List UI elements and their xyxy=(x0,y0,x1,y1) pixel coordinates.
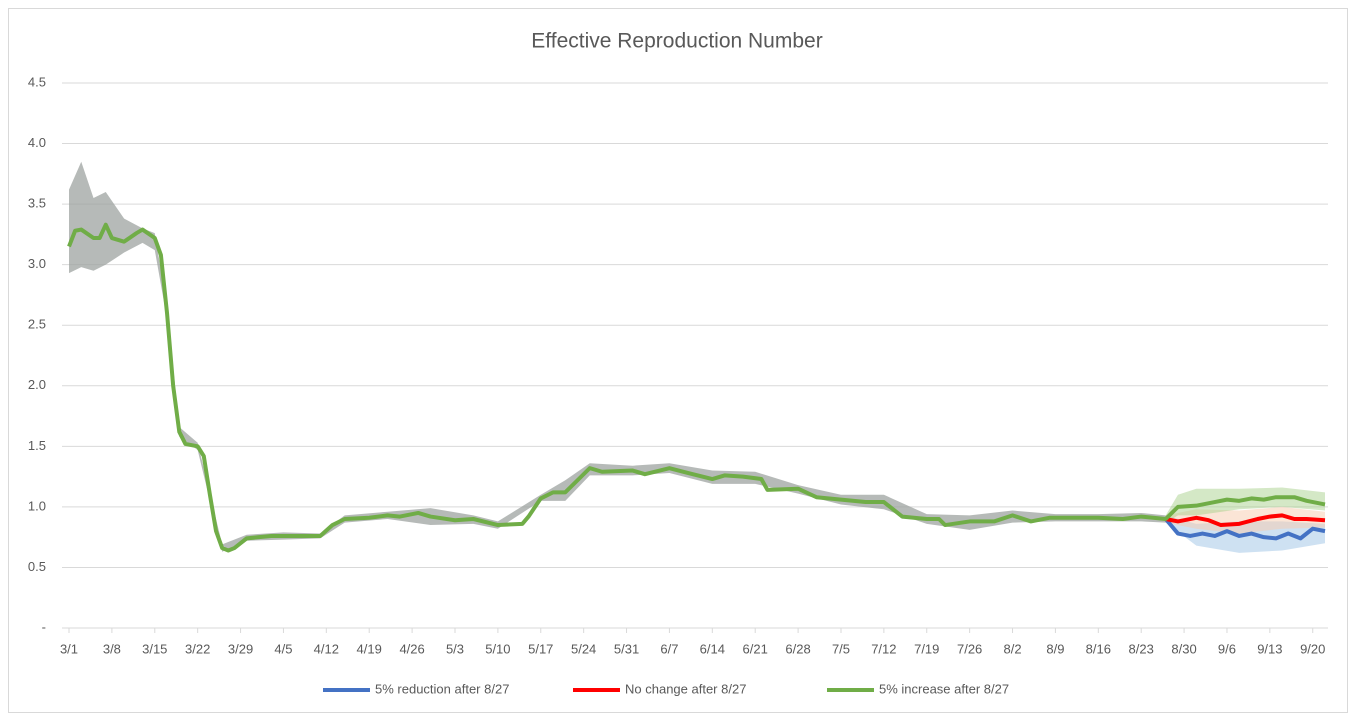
legend-label: 5% reduction after 8/27 xyxy=(375,681,509,696)
x-tick-label: 7/19 xyxy=(914,641,939,656)
x-tick-label: 6/14 xyxy=(700,641,725,656)
x-tick-label: 8/9 xyxy=(1046,641,1064,656)
x-tick-label: 7/5 xyxy=(832,641,850,656)
legend-label: 5% increase after 8/27 xyxy=(879,681,1009,696)
x-tick-label: 3/1 xyxy=(60,641,78,656)
x-tick-label: 3/15 xyxy=(142,641,167,656)
y-tick-label: 2.5 xyxy=(28,317,46,332)
x-tick-label: 4/12 xyxy=(314,641,339,656)
x-tick-label: 6/21 xyxy=(743,641,768,656)
x-tick-label: 9/20 xyxy=(1300,641,1325,656)
x-tick-label: 8/2 xyxy=(1003,641,1021,656)
x-tick-label: 6/7 xyxy=(660,641,678,656)
x-tick-label: 8/16 xyxy=(1086,641,1111,656)
chart-title: Effective Reproduction Number xyxy=(531,30,822,53)
chart-border xyxy=(8,8,1348,713)
y-tick-label: 3.5 xyxy=(28,196,46,211)
y-tick-label: 1.5 xyxy=(28,438,46,453)
y-tick-label: 2.0 xyxy=(28,377,46,392)
x-tick-label: 5/24 xyxy=(571,641,596,656)
y-tick-label: 4.0 xyxy=(28,135,46,150)
x-tick-label: 8/30 xyxy=(1171,641,1196,656)
x-tick-label: 3/8 xyxy=(103,641,121,656)
x-tick-label: 7/12 xyxy=(871,641,896,656)
y-tick-label: 4.5 xyxy=(28,74,46,89)
x-tick-label: 7/26 xyxy=(957,641,982,656)
y-tick-label: 3.0 xyxy=(28,256,46,271)
x-tick-label: 3/22 xyxy=(185,641,210,656)
x-tick-label: 9/6 xyxy=(1218,641,1236,656)
y-tick-label: 1.0 xyxy=(28,498,46,513)
labels: - 0.5 1.0 1.5 2.0 2.5 3.0 3.5 4.0 4.5 3/1 3/8 3/15 3/… xyxy=(28,74,1325,696)
x-tick-label: 5/10 xyxy=(485,641,510,656)
y-tick-label: 0.5 xyxy=(28,559,46,574)
x-tick-label: 3/29 xyxy=(228,641,253,656)
x-tick-label: 4/19 xyxy=(357,641,382,656)
series-line xyxy=(1165,513,1326,528)
x-tick-label: 5/31 xyxy=(614,641,639,656)
series-line xyxy=(67,222,1326,553)
y-tick-label: - xyxy=(42,619,46,634)
x-tick-label: 5/17 xyxy=(528,641,553,656)
x-tick-label: 6/28 xyxy=(785,641,810,656)
x-tick-label: 4/26 xyxy=(399,641,424,656)
legend-label: No change after 8/27 xyxy=(625,681,746,696)
confidence-band xyxy=(69,161,1166,552)
x-tick-label: 8/23 xyxy=(1129,641,1154,656)
x-tick-label: 4/5 xyxy=(274,641,292,656)
lines xyxy=(67,222,1326,553)
x-tick-label: 5/3 xyxy=(446,641,464,656)
series-line xyxy=(1164,517,1326,541)
x-tick-label: 9/13 xyxy=(1257,641,1282,656)
grid xyxy=(62,82,1328,633)
